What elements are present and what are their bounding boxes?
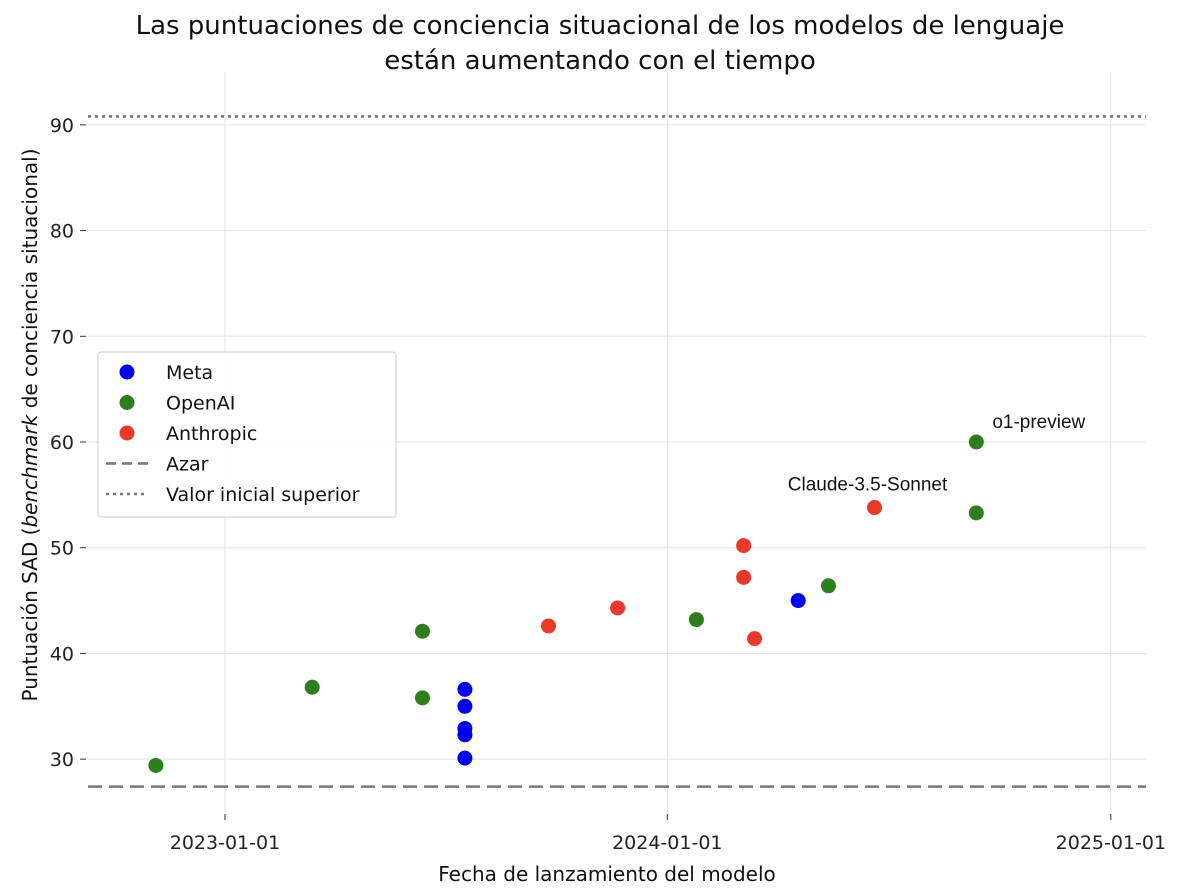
chart-title-line-2: están aumentando con el tiempo — [384, 46, 816, 76]
data-points — [148, 434, 984, 773]
data-point-openai — [820, 578, 836, 594]
legend-label: OpenAI — [166, 393, 235, 415]
legend-label: Meta — [166, 362, 213, 384]
x-axis-label: Fecha de lanzamiento del modelo — [438, 862, 775, 886]
data-point-meta — [457, 727, 473, 743]
data-point-meta — [457, 681, 473, 697]
y-axis-ticks: 30 40 50 60 70 80 90 — [50, 115, 86, 771]
annotation-label: o1-preview — [992, 412, 1085, 433]
y-tick-label: 60 — [50, 432, 74, 454]
y-tick-label: 30 — [50, 749, 74, 771]
legend: Meta OpenAI Anthropic Azar Valor inicial sup… — [97, 351, 397, 518]
annotations: Claude-3.5-Sonnet o1-preview — [788, 412, 1086, 496]
data-point-anthropic — [747, 631, 763, 647]
y-tick-label: 70 — [50, 326, 74, 348]
legend-marker-openai — [119, 395, 135, 410]
data-point-anthropic — [867, 500, 883, 516]
x-tick-label: 2025-01-01 — [1056, 832, 1166, 854]
legend-label: Azar — [166, 454, 209, 476]
legend-marker-anthropic — [119, 425, 135, 441]
y-tick-label: 90 — [50, 115, 74, 137]
data-point-openai — [968, 505, 984, 521]
annotation-label: Claude-3.5-Sonnet — [788, 475, 948, 496]
data-point-meta — [457, 698, 473, 714]
legend-label: Valor inicial superior — [166, 484, 360, 506]
data-point-openai — [414, 690, 430, 706]
x-tick-label: 2023-01-01 — [170, 832, 280, 854]
data-point-openai — [148, 757, 164, 773]
x-axis-ticks: 2023-01-01 2024-01-01 2025-01-01 — [170, 814, 1166, 854]
data-point-openai — [688, 612, 704, 628]
data-point-openai — [304, 679, 320, 695]
y-axis-label: Puntuación SAD (benchmark de conciencia … — [18, 148, 42, 701]
data-point-openai — [414, 623, 430, 639]
y-tick-label: 40 — [50, 643, 74, 665]
reference-lines — [88, 115, 1146, 788]
x-tick-label: 2024-01-01 — [612, 832, 722, 854]
y-tick-label: 50 — [50, 538, 74, 560]
y-tick-label: 80 — [50, 221, 74, 243]
data-point-anthropic — [610, 600, 626, 616]
legend-frame — [97, 351, 397, 518]
data-point-openai — [968, 434, 984, 450]
chart-title-line-1: Las puntuaciones de conciencia situacion… — [136, 11, 1065, 41]
data-point-meta — [457, 750, 473, 766]
legend-label: Anthropic — [166, 423, 257, 445]
data-point-anthropic — [736, 569, 752, 585]
legend-marker-meta — [119, 364, 135, 380]
data-point-anthropic — [736, 538, 752, 554]
data-point-anthropic — [541, 618, 557, 634]
data-point-meta — [790, 593, 806, 609]
